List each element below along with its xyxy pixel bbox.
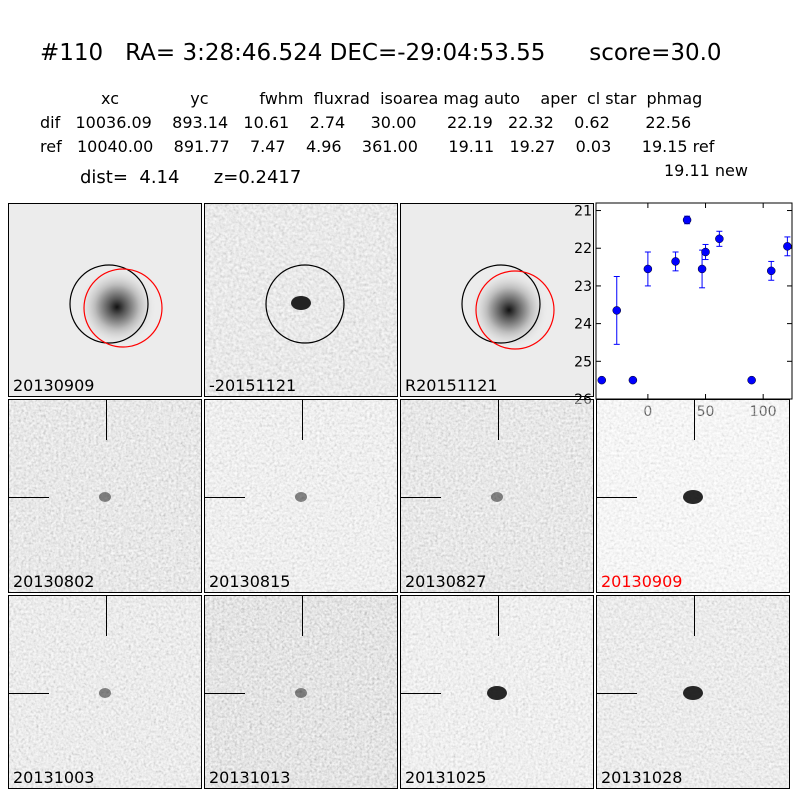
stamp-date-label: 20131025 [405, 768, 487, 787]
crosshair-horizontal [597, 693, 637, 694]
y-tick-label: 22 [574, 241, 592, 257]
epoch-stamp: 20131028 [596, 595, 790, 789]
crosshair-horizontal [9, 693, 49, 694]
stamp-date-label: 20130815 [209, 572, 291, 591]
crosshair-horizontal [401, 497, 441, 498]
data-point [612, 306, 622, 315]
stamp-image [597, 596, 789, 788]
crosshair-vertical [498, 400, 499, 440]
data-point [766, 266, 776, 276]
crosshair-vertical [302, 400, 303, 440]
data-point [747, 375, 756, 385]
new-galaxy-image [9, 204, 201, 396]
data-point [715, 234, 724, 244]
epoch-stamp: 20131013 [204, 595, 398, 789]
y-tick-label: 25 [574, 354, 592, 370]
new-mag: 19.11 new [664, 161, 748, 180]
plot-frame [595, 202, 793, 400]
crosshair-vertical [302, 596, 303, 636]
data-point [697, 264, 707, 274]
crosshair-vertical [106, 400, 107, 440]
data-point [783, 242, 792, 251]
data-point [597, 375, 607, 385]
data-point [701, 247, 710, 257]
crosshair-horizontal [205, 497, 245, 498]
crosshair-horizontal [401, 693, 441, 694]
epoch-stamp: 20130827 [400, 399, 594, 593]
difference-image [205, 204, 397, 396]
stamp-image [205, 596, 397, 788]
y-tick-label: 23 [574, 279, 592, 295]
dif-row: dif 10036.09 893.14 10.61 2.74 30.00 22.… [40, 113, 692, 132]
stamp-image [9, 400, 201, 592]
stamp-image [205, 400, 397, 592]
dif-aperture-circle [83, 268, 163, 348]
epoch-stamp: 20130815 [204, 399, 398, 593]
y-tick-label: 24 [574, 317, 592, 333]
stamp-image [401, 596, 593, 788]
stamp-image [597, 400, 789, 592]
reference-galaxy-image [401, 204, 593, 396]
stamp-date-label: 20130827 [405, 572, 487, 591]
crosshair-horizontal [9, 497, 49, 498]
epoch-stamp: 20130909 [596, 399, 790, 593]
crosshair-horizontal [597, 497, 637, 498]
stamp-date-label: 20131013 [209, 768, 291, 787]
crosshair-vertical [694, 400, 695, 440]
y-tick-label: 21 [574, 204, 592, 220]
stamp-date-label: 20130802 [13, 572, 95, 591]
new-image-panel: 20130909 [8, 203, 202, 397]
panel-label: 20130909 [13, 376, 95, 395]
epoch-stamp: 20131025 [400, 595, 594, 789]
stamp-date-label: 20131003 [13, 768, 95, 787]
crosshair-vertical [498, 596, 499, 636]
ref-aperture-circle [69, 264, 149, 344]
light-curve-chart: 212223242526050100 [574, 202, 793, 420]
crosshair-horizontal [205, 693, 245, 694]
data-point [682, 215, 692, 225]
crosshair-vertical [106, 596, 107, 636]
table-header: xc yc fwhm fluxrad isoarea mag auto aper… [40, 89, 703, 108]
stamp-image [401, 400, 593, 592]
stamp-image [9, 596, 201, 788]
difference-image-panel: -20151121 [204, 203, 398, 397]
data-point [628, 375, 638, 385]
data-point [671, 257, 680, 266]
stamp-date-label: 20130909 [601, 572, 683, 591]
dist-redshift: dist= 4.14 z=0.2417 [80, 167, 302, 188]
reference-image-panel: R20151121 [400, 203, 594, 397]
candidate-title: #110 RA= 3:28:46.524 DEC=-29:04:53.55 sc… [40, 40, 722, 66]
crosshair-vertical [694, 596, 695, 636]
epoch-stamp: 20131003 [8, 595, 202, 789]
panel-label: -20151121 [209, 376, 297, 395]
data-point [643, 264, 653, 274]
stamp-date-label: 20131028 [601, 768, 683, 787]
ref-row: ref 10040.00 891.77 7.47 4.96 361.00 19.… [40, 137, 715, 156]
epoch-stamp: 20130802 [8, 399, 202, 593]
panel-label: R20151121 [405, 376, 498, 395]
